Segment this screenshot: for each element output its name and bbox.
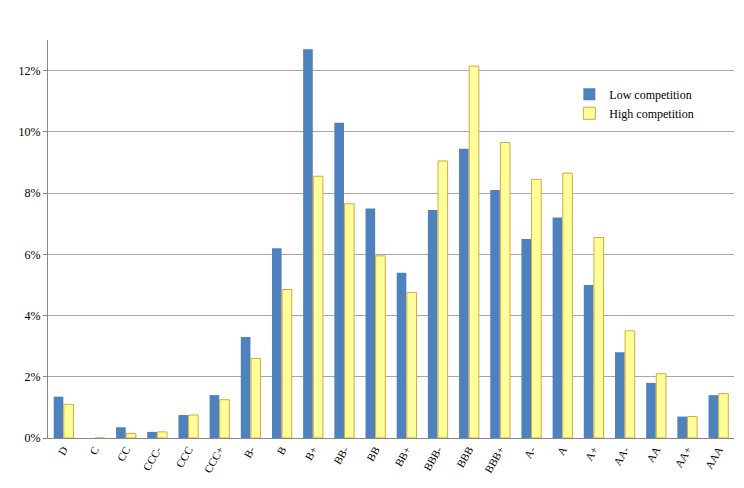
svg-text:BBB+: BBB+ xyxy=(482,444,507,474)
svg-text:B: B xyxy=(274,444,288,456)
svg-text:D: D xyxy=(56,444,70,457)
svg-text:4%: 4% xyxy=(25,309,41,323)
svg-text:AAA: AAA xyxy=(703,444,725,471)
svg-text:BB: BB xyxy=(364,444,382,463)
svg-text:0%: 0% xyxy=(25,431,41,445)
svg-text:A+: A+ xyxy=(583,444,600,462)
svg-text:A: A xyxy=(555,444,569,457)
svg-text:AA-: AA- xyxy=(611,444,631,467)
svg-text:AA: AA xyxy=(644,444,662,464)
svg-text:B+: B+ xyxy=(302,444,319,462)
svg-text:BB-: BB- xyxy=(331,444,351,466)
svg-text:High competition: High competition xyxy=(609,107,693,121)
svg-text:CCC+: CCC+ xyxy=(201,444,226,474)
svg-text:2%: 2% xyxy=(25,370,41,384)
svg-text:AA+: AA+ xyxy=(672,444,693,469)
svg-text:CCC-: CCC- xyxy=(140,444,163,473)
svg-text:BBB-: BBB- xyxy=(421,444,444,473)
svg-text:Low competition: Low competition xyxy=(609,88,691,102)
svg-text:BBB: BBB xyxy=(454,444,475,469)
svg-text:6%: 6% xyxy=(25,248,41,262)
svg-text:A-: A- xyxy=(522,444,538,460)
svg-text:C: C xyxy=(87,444,101,456)
svg-text:CCC: CCC xyxy=(173,444,194,469)
svg-text:12%: 12% xyxy=(19,64,41,78)
svg-text:10%: 10% xyxy=(19,125,41,139)
svg-text:8%: 8% xyxy=(25,186,41,200)
svg-text:BB+: BB+ xyxy=(392,444,413,468)
svg-text:CC: CC xyxy=(115,444,133,463)
svg-text:B-: B- xyxy=(241,444,257,460)
